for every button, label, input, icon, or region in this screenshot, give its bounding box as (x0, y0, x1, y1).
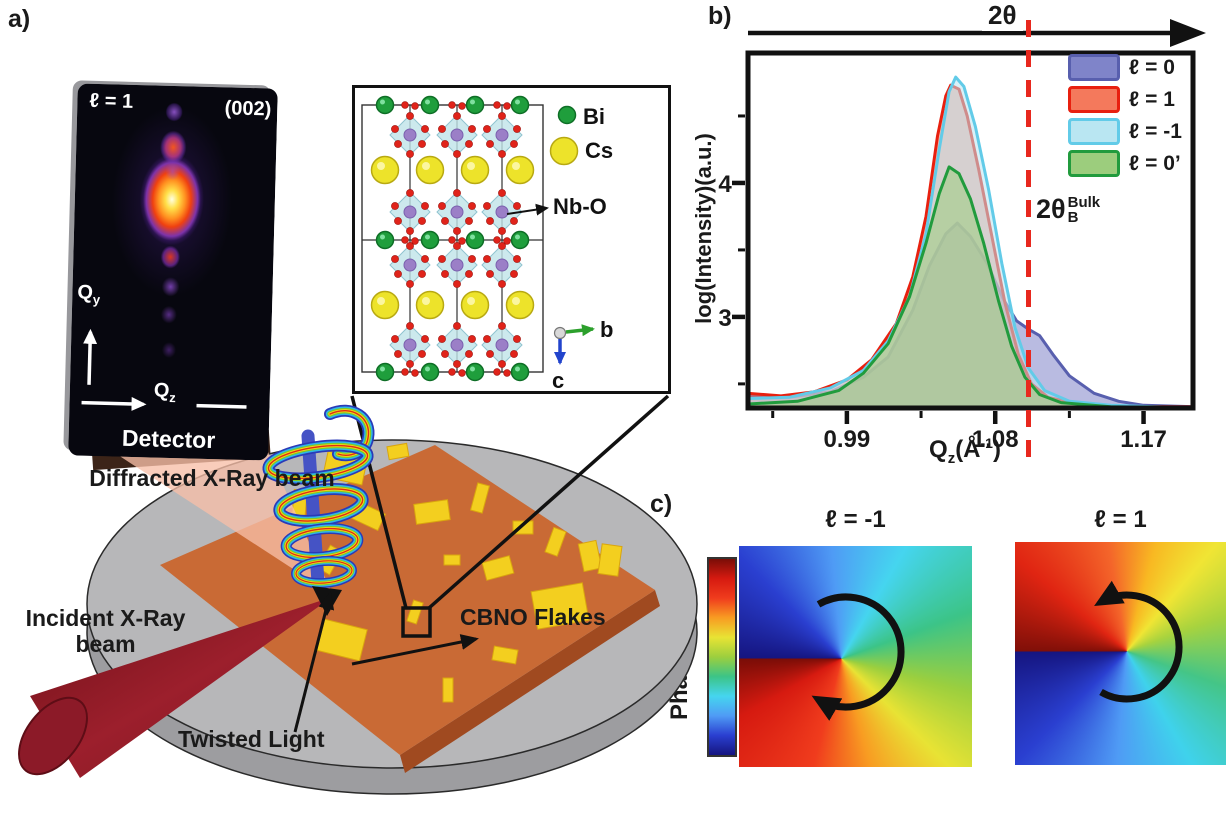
panel-b-label: b) (708, 2, 732, 30)
panel-c-label: c) (650, 490, 673, 518)
legend-swatch (1068, 150, 1120, 177)
phase-map-l-plus-1 (1015, 542, 1226, 765)
x-tick-label: 1.08 (972, 426, 1019, 453)
twisted-light-spiral (262, 404, 375, 616)
series-fill-3 (750, 166, 1191, 408)
series-line-2 (750, 75, 1191, 408)
cbno-flakes-arrow-icon (351, 634, 479, 666)
phase-map-l-minus-1 (739, 546, 972, 767)
legend-item: ℓ = 0’ (1068, 150, 1182, 177)
legend-bi-label: Bi (583, 104, 605, 129)
legend-label: ℓ = 0 (1129, 55, 1175, 79)
map1-title: ℓ = -1 (825, 506, 886, 533)
legend-swatch (1068, 118, 1120, 145)
detector-reflection-label: (002) (224, 97, 272, 121)
x-tick-label: 1.17 (1120, 426, 1167, 453)
nbo-arrow-icon (506, 203, 549, 216)
detector-axes (81, 328, 247, 411)
substrate-edge (400, 590, 660, 773)
detector-mode-label: ℓ = 1 (89, 89, 134, 113)
incident-beam-base (18, 696, 88, 776)
x-axis-label: Qz(Å-1) (929, 435, 1001, 467)
legend-item: ℓ = 0 (1068, 54, 1182, 81)
two-theta-axis-arrow (748, 19, 1206, 47)
bi-legend-dot (557, 105, 577, 125)
cs-legend-dot (549, 136, 579, 166)
zoom-line-left (350, 395, 408, 609)
two-theta-label: 2θ (982, 0, 1023, 31)
map2-title: ℓ = 1 (1094, 506, 1147, 533)
cbno-flakes-label: CBNO Flakes (460, 604, 606, 630)
detector-qz-label: Qz (153, 379, 176, 406)
panel-a-label: a) (8, 5, 31, 33)
axis-c-label: c (552, 368, 565, 393)
b-axis-arrow-icon (565, 324, 595, 337)
legend-label: ℓ = 0’ (1129, 151, 1181, 175)
bragg-angle-dashed-line (1025, 20, 1031, 462)
detector-qy-label: Qy (77, 281, 101, 308)
intensity-plot: 0.99 1.08 1.17 3 4 (718, 50, 1196, 453)
legend-item: ℓ = -1 (1068, 118, 1182, 145)
legend-swatch (1068, 54, 1120, 81)
qz-axis-arrow-icon (81, 396, 147, 411)
y-tick-label: 4 (718, 171, 732, 198)
legend-cs-label: Cs (585, 138, 614, 163)
clockwise-arrow-icon (811, 593, 905, 721)
zoom-box (401, 606, 432, 638)
x-tick-label: 0.99 (824, 426, 871, 453)
diffracted-beam-label: Diffracted X-Ray beam (89, 465, 335, 491)
origin-sphere-icon (553, 326, 567, 340)
twisted-light-label: Twisted Light (178, 726, 325, 752)
counterclockwise-arrow-icon (1094, 580, 1183, 703)
twisted-light-arrow-icon (293, 591, 335, 733)
legend-swatch (1068, 86, 1120, 113)
crystal-structure-inset: Bi Cs Nb-O b c (352, 85, 671, 394)
incident-beam-label: Incident X-Ray beam (25, 605, 186, 657)
detector-title: Detector (121, 424, 216, 454)
series-line-3 (750, 165, 1191, 408)
legend-label: ℓ = 1 (1129, 87, 1175, 111)
legend-item: ℓ = 1 (1068, 86, 1182, 113)
axis-b-label: b (600, 317, 614, 342)
bragg-angle-label: 2θ Bulk B (1036, 193, 1101, 226)
scale-bar (196, 403, 247, 409)
phase-colorbar (707, 557, 737, 757)
legend-label: ℓ = -1 (1129, 119, 1182, 143)
zoom-line-right (427, 394, 670, 610)
crystal-structure (361, 95, 595, 382)
nbo-label: Nb-O (553, 194, 607, 219)
plot-legend: ℓ = 0 ℓ = 1 ℓ = -1 ℓ = 0’ (1068, 54, 1182, 177)
qy-axis-arrow-icon (83, 328, 98, 385)
sample-scene (18, 394, 698, 795)
incident-beam-cone (30, 597, 332, 778)
plot-border (745, 50, 1196, 411)
y-tick-label: 3 (718, 305, 731, 332)
detector-panel: ℓ = 1 (002) Qy Qz Detector (68, 83, 278, 461)
arrowhead-icon (1170, 19, 1206, 47)
